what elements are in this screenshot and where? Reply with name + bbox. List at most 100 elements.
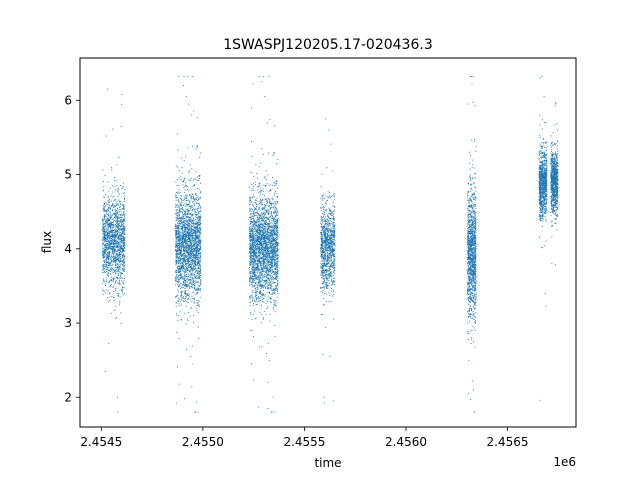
data-point	[185, 237, 187, 239]
data-point	[275, 220, 277, 222]
data-point	[180, 219, 182, 222]
data-point	[250, 330, 252, 332]
data-point	[118, 220, 120, 222]
data-point	[115, 261, 117, 263]
data-point	[192, 274, 194, 276]
data-point	[195, 257, 197, 259]
data-point	[111, 269, 113, 271]
data-point	[192, 231, 194, 233]
data-point	[111, 295, 113, 297]
data-point	[188, 295, 190, 297]
data-point	[183, 220, 185, 222]
data-point	[256, 222, 258, 224]
data-point	[268, 217, 270, 219]
data-point	[122, 211, 124, 213]
data-point	[122, 228, 124, 230]
data-point	[111, 185, 113, 187]
chart-title: 1SWASPJ120205.17-020436.3	[223, 37, 432, 53]
data-point	[196, 307, 198, 310]
data-point	[115, 258, 117, 260]
data-point	[189, 255, 191, 257]
data-point	[104, 261, 106, 263]
data-point	[120, 242, 122, 244]
data-point	[102, 289, 104, 291]
data-point	[185, 305, 187, 307]
data-point	[102, 247, 104, 249]
data-point	[195, 293, 197, 295]
data-point	[197, 238, 199, 240]
data-point	[178, 208, 180, 210]
data-point	[124, 226, 126, 228]
data-point	[273, 265, 275, 268]
data-point	[108, 262, 110, 264]
data-point	[175, 229, 177, 231]
data-point	[112, 287, 114, 289]
data-point	[187, 208, 189, 210]
data-point	[191, 345, 193, 347]
data-point	[184, 191, 186, 193]
data-point	[189, 276, 192, 278]
data-point	[192, 240, 195, 242]
data-point	[111, 205, 113, 207]
data-point	[184, 222, 187, 224]
data-point	[121, 261, 123, 263]
data-point	[104, 228, 106, 230]
data-point	[107, 274, 109, 276]
data-point	[184, 257, 186, 259]
data-point	[104, 243, 106, 245]
data-point	[175, 220, 177, 222]
data-point	[124, 218, 126, 220]
data-point	[260, 214, 262, 216]
data-point	[199, 236, 201, 238]
data-point	[255, 294, 257, 296]
data-point	[197, 253, 199, 255]
data-point	[195, 219, 197, 221]
data-point	[118, 259, 120, 261]
data-point	[112, 232, 114, 234]
data-point	[122, 281, 124, 283]
data-point	[197, 285, 199, 287]
data-point	[189, 262, 191, 265]
data-point	[107, 227, 109, 229]
data-point	[185, 285, 187, 288]
data-point	[105, 212, 107, 214]
data-point	[178, 177, 180, 179]
data-point	[177, 319, 179, 322]
data-point	[104, 265, 106, 267]
data-point	[105, 258, 107, 260]
data-point	[113, 258, 115, 260]
data-point	[113, 186, 115, 188]
data-point	[181, 299, 183, 301]
data-point	[114, 215, 116, 217]
data-point	[116, 272, 118, 274]
data-point	[254, 296, 257, 298]
data-point	[261, 201, 263, 203]
data-point	[267, 283, 269, 285]
data-point	[177, 265, 179, 267]
data-point	[182, 209, 185, 211]
data-point	[111, 223, 113, 225]
data-point	[118, 281, 121, 283]
data-point	[108, 219, 110, 222]
data-point	[103, 208, 105, 210]
data-point	[183, 279, 185, 281]
data-point	[274, 191, 276, 193]
data-point	[199, 191, 201, 193]
data-point	[176, 184, 178, 186]
data-point	[277, 187, 279, 189]
data-point	[195, 247, 197, 249]
data-point	[123, 261, 125, 263]
data-point	[120, 200, 122, 202]
data-point	[186, 236, 188, 238]
data-point	[119, 264, 122, 266]
data-point	[185, 209, 187, 211]
data-point	[199, 221, 201, 223]
data-point	[191, 168, 193, 170]
data-point	[111, 237, 113, 239]
data-point	[106, 269, 108, 271]
data-point	[177, 280, 179, 282]
data-point	[183, 241, 185, 243]
data-point	[123, 270, 125, 272]
data-point	[183, 255, 185, 257]
data-point	[178, 305, 180, 307]
